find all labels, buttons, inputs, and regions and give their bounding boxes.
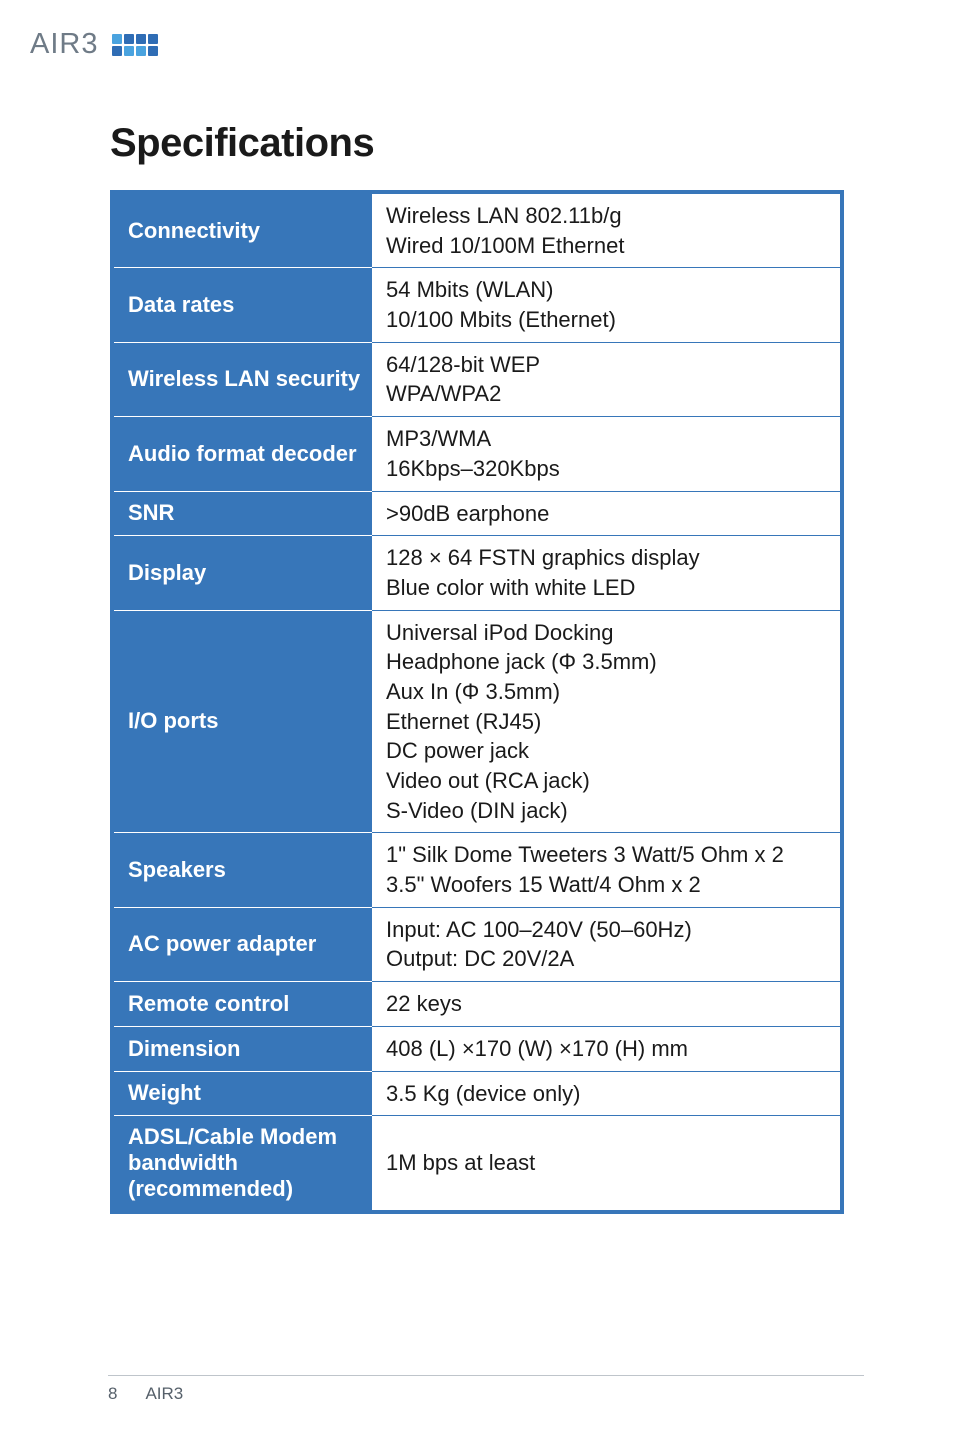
table-row: Dimension408 (L) ×170 (W) ×170 (H) mm — [112, 1026, 842, 1071]
spec-value: 3.5 Kg (device only) — [372, 1071, 842, 1116]
section-title: Specifications — [110, 121, 844, 166]
page-header: AIR3 — [0, 0, 954, 61]
spec-value: 22 keys — [372, 982, 842, 1027]
spec-label: ADSL/Cable Modem bandwidth (recommended) — [112, 1116, 372, 1213]
logo-dot — [136, 46, 146, 56]
spec-label: AC power adapter — [112, 907, 372, 981]
spec-label: Display — [112, 536, 372, 610]
logo-row-top — [112, 34, 158, 44]
page-footer: 8 AIR3 — [108, 1375, 864, 1404]
logo-dot — [112, 34, 122, 44]
spec-label: Weight — [112, 1071, 372, 1116]
spec-value: 1" Silk Dome Tweeters 3 Watt/5 Ohm x 23.… — [372, 833, 842, 907]
spec-label: Audio format decoder — [112, 417, 372, 491]
logo-dot — [148, 46, 158, 56]
spec-value: 64/128-bit WEPWPA/WPA2 — [372, 342, 842, 416]
table-row: Audio format decoderMP3/WMA16Kbps–320Kbp… — [112, 417, 842, 491]
logo-dot — [124, 34, 134, 44]
specifications-table: ConnectivityWireless LAN 802.11b/gWired … — [110, 190, 844, 1214]
spec-value: Universal iPod DockingHeadphone jack (Φ … — [372, 610, 842, 833]
spec-label: Connectivity — [112, 192, 372, 268]
table-row: ConnectivityWireless LAN 802.11b/gWired … — [112, 192, 842, 268]
table-row: Display128 × 64 FSTN graphics displayBlu… — [112, 536, 842, 610]
spec-value: 128 × 64 FSTN graphics displayBlue color… — [372, 536, 842, 610]
spec-label: Data rates — [112, 268, 372, 342]
spec-label: I/O ports — [112, 610, 372, 833]
spec-label: Speakers — [112, 833, 372, 907]
page-number: 8 — [108, 1384, 117, 1404]
table-row: Weight3.5 Kg (device only) — [112, 1071, 842, 1116]
table-row: I/O portsUniversal iPod DockingHeadphone… — [112, 610, 842, 833]
spec-label: Dimension — [112, 1026, 372, 1071]
specifications-tbody: ConnectivityWireless LAN 802.11b/gWired … — [112, 192, 842, 1212]
spec-value: MP3/WMA16Kbps–320Kbps — [372, 417, 842, 491]
spec-value: >90dB earphone — [372, 491, 842, 536]
footer-label: AIR3 — [145, 1384, 183, 1404]
spec-label: Wireless LAN security — [112, 342, 372, 416]
spec-value: Wireless LAN 802.11b/gWired 10/100M Ethe… — [372, 192, 842, 268]
logo-dot — [148, 34, 158, 44]
logo-dot — [136, 34, 146, 44]
spec-label: SNR — [112, 491, 372, 536]
table-row: Wireless LAN security64/128-bit WEPWPA/W… — [112, 342, 842, 416]
table-row: AC power adapterInput: AC 100–240V (50–6… — [112, 907, 842, 981]
page-content: Specifications ConnectivityWireless LAN … — [0, 61, 954, 1214]
logo-dot — [124, 46, 134, 56]
spec-value: 408 (L) ×170 (W) ×170 (H) mm — [372, 1026, 842, 1071]
table-row: Remote control22 keys — [112, 982, 842, 1027]
header-title: AIR3 — [30, 28, 98, 61]
table-row: Data rates54 Mbits (WLAN)10/100 Mbits (E… — [112, 268, 842, 342]
table-row: ADSL/Cable Modem bandwidth (recommended)… — [112, 1116, 842, 1213]
spec-value: Input: AC 100–240V (50–60Hz)Output: DC 2… — [372, 907, 842, 981]
spec-label: Remote control — [112, 982, 372, 1027]
spec-value: 1M bps at least — [372, 1116, 842, 1213]
brand-logo-icon — [112, 34, 158, 56]
logo-row-bottom — [112, 46, 158, 56]
spec-value: 54 Mbits (WLAN)10/100 Mbits (Ethernet) — [372, 268, 842, 342]
table-row: Speakers1" Silk Dome Tweeters 3 Watt/5 O… — [112, 833, 842, 907]
table-row: SNR>90dB earphone — [112, 491, 842, 536]
logo-dot — [112, 46, 122, 56]
